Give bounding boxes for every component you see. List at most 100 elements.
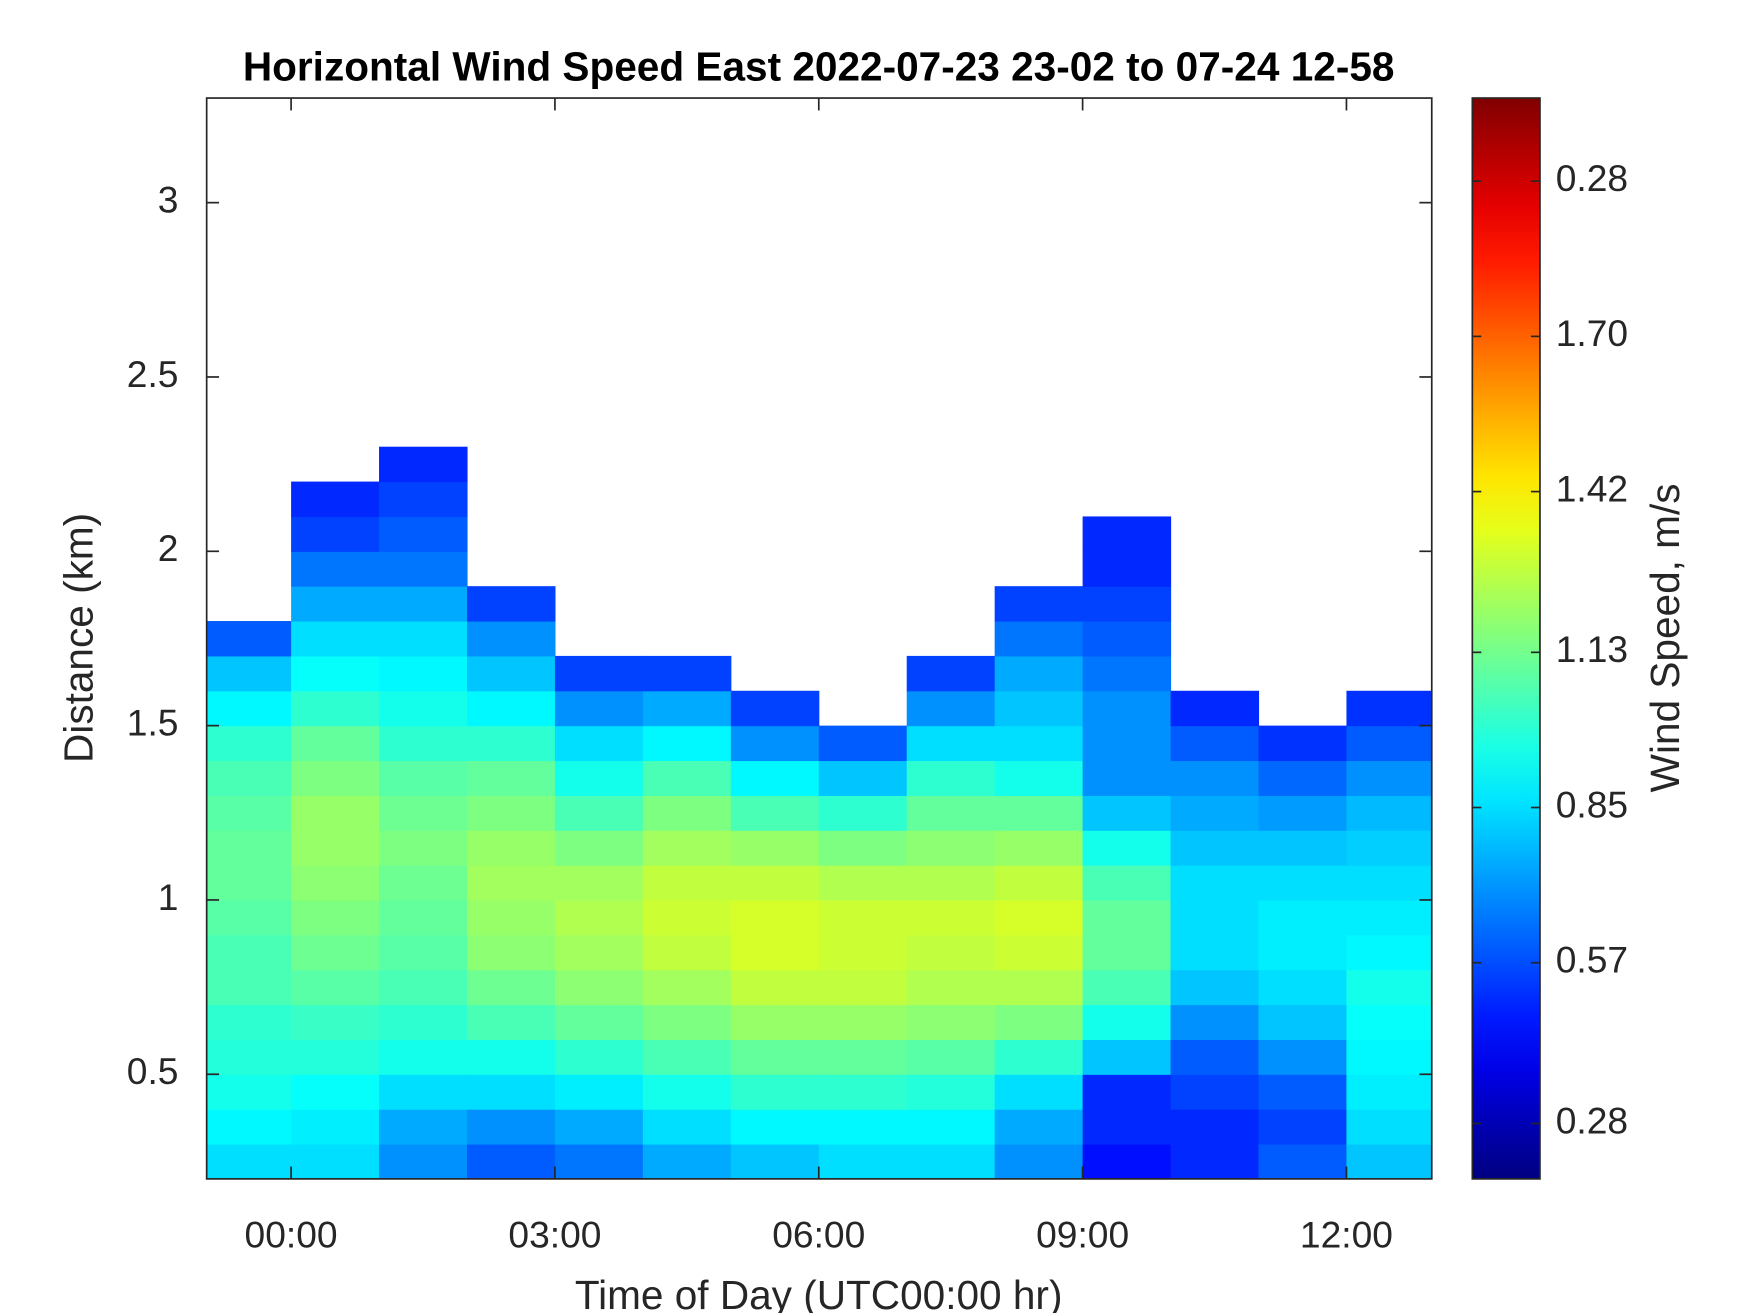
heatmap-cell xyxy=(1346,1004,1432,1040)
x-tick-label: 00:00 xyxy=(245,1213,338,1255)
heatmap-cell xyxy=(642,1039,732,1075)
heatmap-cell xyxy=(554,1039,644,1075)
heatmap-cell xyxy=(1346,830,1432,866)
heatmap-cell xyxy=(1258,934,1348,971)
heatmap-cell xyxy=(642,655,732,692)
heatmap-cell xyxy=(730,1109,820,1145)
heatmap-cell xyxy=(291,899,380,936)
heatmap-cell xyxy=(554,655,644,692)
heatmap-cell xyxy=(291,865,380,901)
heatmap-cell xyxy=(206,934,292,971)
heatmap-cell xyxy=(994,969,1084,1006)
heatmap-cell xyxy=(206,760,292,796)
heatmap-cell xyxy=(379,621,468,657)
heatmap-cell xyxy=(554,1144,644,1179)
heatmap-cell xyxy=(818,865,908,901)
heatmap-cell xyxy=(1258,899,1348,936)
heatmap-cell xyxy=(818,1109,908,1145)
heatmap-cell xyxy=(206,830,292,866)
heatmap-cell xyxy=(1082,1074,1172,1110)
heatmap-cell xyxy=(994,1144,1084,1179)
heatmap-cell xyxy=(906,1144,996,1179)
heatmap-cell xyxy=(994,830,1084,866)
heatmap-cell xyxy=(1082,586,1172,622)
heatmap-cell xyxy=(466,865,556,901)
heatmap-cell xyxy=(1346,1039,1432,1075)
heatmap-cell xyxy=(1258,1109,1348,1145)
heatmap-cell xyxy=(554,969,644,1006)
y-tick-label: 3 xyxy=(158,178,179,220)
heatmap-cell xyxy=(206,1109,292,1145)
heatmap-cell xyxy=(206,969,292,1006)
heatmap-cell xyxy=(906,760,996,796)
heatmap-cell xyxy=(818,1039,908,1075)
heatmap-cell xyxy=(291,690,380,727)
heatmap-cell xyxy=(642,934,732,971)
heatmap-cell xyxy=(1346,865,1432,901)
heatmap-cell xyxy=(818,795,908,831)
heatmap-cell xyxy=(730,899,820,936)
heatmap-cell xyxy=(642,969,732,1006)
heatmap-cell xyxy=(906,934,996,971)
heatmap-cell xyxy=(554,1109,644,1145)
heatmap-cell xyxy=(1082,655,1172,692)
heatmap-cell xyxy=(818,1074,908,1110)
heatmap-cell xyxy=(1346,725,1432,762)
heatmap-cell xyxy=(730,1004,820,1040)
heatmap-cell xyxy=(642,1144,732,1179)
heatmap-cell xyxy=(1082,1144,1172,1179)
heatmap-cell xyxy=(206,621,292,657)
heatmap-cell xyxy=(642,1004,732,1040)
colorbar-tick-label: 0.28 xyxy=(1556,1099,1628,1141)
colorbar xyxy=(1471,97,1541,1180)
heatmap-cell xyxy=(379,725,468,762)
heatmap-cell xyxy=(1082,690,1172,727)
heatmap-cell xyxy=(906,655,996,692)
heatmap-cell xyxy=(466,1074,556,1110)
heatmap-cell xyxy=(906,1109,996,1145)
heatmap-cell xyxy=(379,655,468,692)
heatmap-cell xyxy=(906,1074,996,1110)
heatmap-cell xyxy=(1170,1039,1260,1075)
heatmap-cell xyxy=(1082,1109,1172,1145)
x-tick-label: 03:00 xyxy=(508,1213,601,1255)
heatmap-cell xyxy=(994,1004,1084,1040)
heatmap-cell xyxy=(291,1074,380,1110)
heatmap-cell xyxy=(906,830,996,866)
heatmap-cell xyxy=(554,934,644,971)
heatmap-cell xyxy=(206,1039,292,1075)
heatmap-cell xyxy=(291,481,380,518)
heatmap-cell xyxy=(730,1144,820,1179)
heatmap-cell xyxy=(818,1004,908,1040)
heatmap-cell xyxy=(642,725,732,762)
heatmap-cell xyxy=(642,1074,732,1110)
heatmap-cell xyxy=(554,1004,644,1040)
heatmap-cell xyxy=(379,934,468,971)
heatmap-cell xyxy=(994,795,1084,831)
x-tick-label: 06:00 xyxy=(772,1213,865,1255)
heatmap-cell xyxy=(1258,795,1348,831)
heatmap-cell xyxy=(466,830,556,866)
heatmap-cell xyxy=(1258,830,1348,866)
heatmap-cell xyxy=(730,1039,820,1075)
heatmap-cell xyxy=(994,655,1084,692)
heatmap-cell xyxy=(906,899,996,936)
heatmap-cell xyxy=(906,1004,996,1040)
heatmap-cell xyxy=(291,551,380,587)
heatmap-cell xyxy=(291,1144,380,1179)
heatmap-cell xyxy=(1082,830,1172,866)
heatmap-cell xyxy=(1082,865,1172,901)
heatmap-cell xyxy=(994,690,1084,727)
heatmap-cell xyxy=(379,1039,468,1075)
heatmap-cell xyxy=(554,725,644,762)
heatmap-cell xyxy=(466,690,556,727)
heatmap-cell xyxy=(466,969,556,1006)
heatmap-cell xyxy=(379,586,468,622)
heatmap-cell xyxy=(1170,830,1260,866)
heatmap-cell xyxy=(206,690,292,727)
heatmap-cell xyxy=(642,1109,732,1145)
heatmap-cell xyxy=(1170,1144,1260,1179)
heatmap-cell xyxy=(291,1039,380,1075)
heatmap-cell xyxy=(1082,516,1172,552)
